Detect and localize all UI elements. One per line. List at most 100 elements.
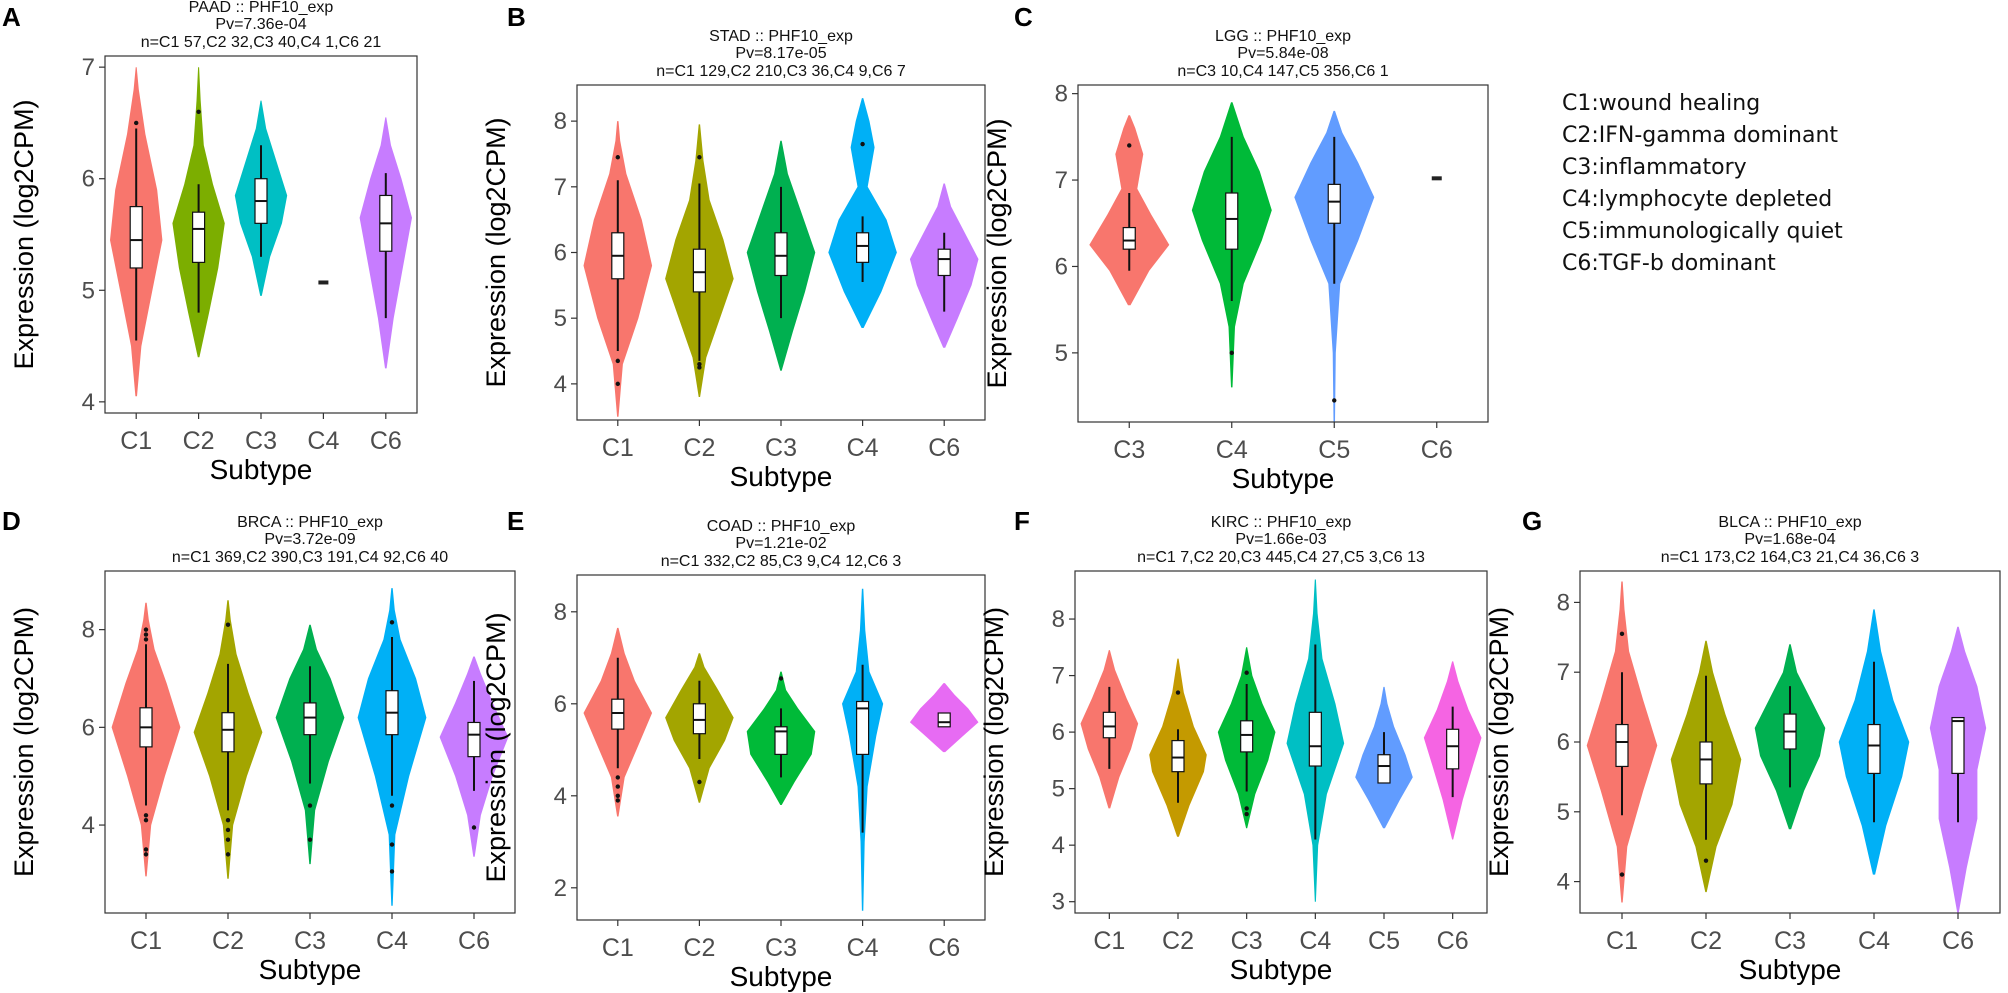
y-tick-label: 7 <box>1052 663 1065 690</box>
panel-letter: D <box>2 506 21 536</box>
x-tick-label: C6 <box>370 427 402 455</box>
panel-pvalue: Pv=3.72e-09 <box>264 531 355 548</box>
x-tick-label: C2 <box>1162 927 1194 955</box>
y-tick-label: 8 <box>554 599 567 626</box>
panel-pvalue: Pv=7.36e-04 <box>215 16 306 33</box>
outlier-point <box>1703 858 1709 863</box>
x-tick-label: C3 <box>1231 927 1263 955</box>
y-tick-label: 8 <box>82 617 95 644</box>
box-c2 <box>692 248 707 293</box>
panel-letter: E <box>507 506 524 536</box>
legend-entry: C4:lymphocyte depleted <box>1562 187 1833 212</box>
x-tick-label: C4 <box>847 434 879 462</box>
y-tick-label: 8 <box>1055 81 1068 108</box>
panel-counts: n=C1 332,C2 85,C3 9,C4 12,C6 3 <box>661 553 902 570</box>
box-c1 <box>611 698 625 730</box>
panel-counts: n=C1 57,C2 32,C3 40,C4 1,C6 21 <box>141 34 382 51</box>
y-tick-label: 7 <box>1557 659 1570 686</box>
x-tick-label: C1 <box>1093 927 1125 955</box>
box-c6 <box>1951 716 1965 775</box>
outlier-point <box>615 155 620 160</box>
y-tick-label: 3 <box>1052 889 1065 916</box>
panel-letter: B <box>507 2 526 32</box>
outlier-point <box>134 120 139 126</box>
y-tick-label: 6 <box>82 166 95 193</box>
outlier-point <box>143 813 149 818</box>
outlier-point <box>143 817 149 823</box>
legend-entry: C6:TGF-b dominant <box>1562 251 1776 276</box>
x-axis-label: Subtype <box>1739 954 1842 985</box>
outlier-point <box>143 627 149 632</box>
box-c1 <box>129 206 143 269</box>
y-tick-label: 6 <box>554 240 567 267</box>
y-axis-label: Expression (log2CPM) <box>979 607 1009 877</box>
y-tick-label: 8 <box>554 108 567 135</box>
y-tick-label: 6 <box>1055 253 1068 280</box>
x-tick-label: C4 <box>376 927 408 955</box>
box-c3 <box>774 726 788 755</box>
outlier-point <box>143 632 149 637</box>
x-tick-label: C2 <box>683 934 715 962</box>
x-tick-label: C1 <box>120 427 152 455</box>
y-tick-label: 4 <box>1052 832 1065 859</box>
box-c6 <box>467 721 481 758</box>
plot-frame <box>104 55 418 414</box>
y-tick-label: 5 <box>1052 776 1065 803</box>
outlier-point <box>860 141 865 147</box>
x-axis-label: Subtype <box>1232 463 1335 494</box>
y-axis-label: Expression (log2CPM) <box>481 612 511 882</box>
legend-entry: C5:immunologically quiet <box>1562 219 1843 244</box>
y-tick-label: 8 <box>1557 589 1570 616</box>
panel-letter: A <box>2 2 21 32</box>
y-tick-label: 8 <box>1052 606 1065 633</box>
outlier-point <box>225 852 231 857</box>
panel-title: STAD :: PHF10_exp <box>709 28 853 45</box>
x-tick-label: C6 <box>928 434 960 462</box>
subtype-legend: C1:wound healing C2:IFN-gamma dominant C… <box>1562 88 1843 280</box>
panel-counts: n=C1 369,C2 390,C3 191,C4 92,C6 40 <box>172 549 448 566</box>
x-axis-label: Subtype <box>1230 954 1333 985</box>
outlier-point <box>615 798 620 803</box>
x-tick-label: C3 <box>1774 927 1806 955</box>
x-tick-label: C4 <box>1858 927 1890 955</box>
box-c3 <box>774 232 788 277</box>
outlier-point <box>615 775 620 780</box>
outlier-point <box>697 365 702 370</box>
outlier-point <box>143 847 149 852</box>
box-c2 <box>192 211 206 263</box>
violin-c4 <box>828 98 897 328</box>
x-tick-label: C6 <box>1421 436 1453 464</box>
outlier-point <box>697 361 702 367</box>
x-tick-label: C4 <box>847 934 879 962</box>
legend-entry: C2:IFN-gamma dominant <box>1562 123 1839 148</box>
outlier-point <box>1244 670 1249 675</box>
x-tick-label: C4 <box>1216 436 1248 464</box>
y-tick-label: 4 <box>82 389 95 416</box>
x-tick-label: C3 <box>294 927 326 955</box>
panel-pvalue: Pv=5.84e-08 <box>1237 45 1328 62</box>
box-c6 <box>937 712 951 728</box>
x-tick-label: C1 <box>602 934 634 962</box>
x-axis-label: Subtype <box>730 461 833 492</box>
y-tick-label: 5 <box>1055 340 1068 367</box>
panel-title: LGG :: PHF10_exp <box>1215 28 1351 45</box>
box-c2 <box>1699 741 1713 785</box>
outlier-point <box>196 109 201 114</box>
x-tick-label: C3 <box>1113 436 1145 464</box>
panel-title: COAD :: PHF10_exp <box>707 518 856 535</box>
box-c4 <box>1867 723 1881 775</box>
box-c4 <box>855 232 870 263</box>
box-c3 <box>1240 720 1254 753</box>
outlier-point <box>225 622 231 627</box>
box-c4 <box>1308 711 1322 767</box>
outlier-point <box>225 817 231 823</box>
outlier-point <box>225 837 231 842</box>
y-axis-label: Expression (log2CPM) <box>9 99 39 369</box>
x-axis-label: Subtype <box>259 954 362 985</box>
box-c3 <box>1122 226 1136 250</box>
